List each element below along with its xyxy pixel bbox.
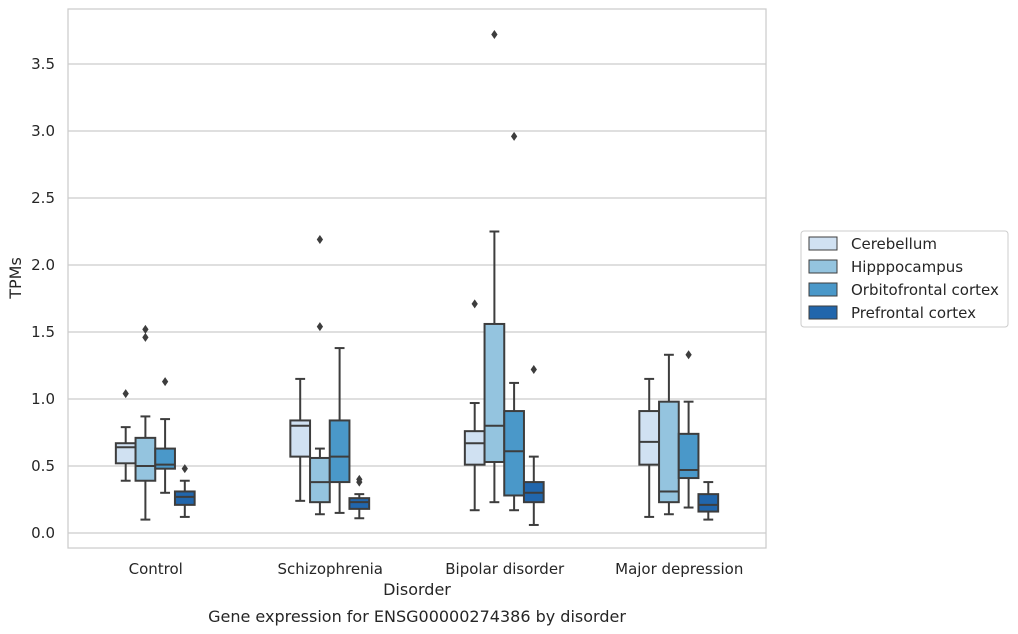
legend: Cerebellum Hipppocampus Orbitofrontal cort… xyxy=(800,230,1009,328)
outlier-point xyxy=(510,131,518,141)
legend-swatch xyxy=(808,259,838,274)
iqr-box xyxy=(463,430,486,466)
box-hipppocampus xyxy=(483,30,506,504)
chart-caption: Gene expression for ENSG00000274386 by d… xyxy=(208,607,626,626)
iqr-box xyxy=(328,419,351,484)
legend-label: Hipppocampus xyxy=(851,258,963,276)
y-axis-label: TPMs xyxy=(6,257,25,300)
outlier-point xyxy=(685,350,692,360)
y-tick-label: 3.5 xyxy=(31,55,55,73)
box-cerebellum xyxy=(289,377,312,502)
box-hipppocampus xyxy=(134,324,157,521)
iqr-box xyxy=(134,436,157,482)
iqr-box xyxy=(348,497,371,510)
box-prefrontal-cortex xyxy=(348,474,371,520)
iqr-box xyxy=(173,490,196,506)
outlier-point xyxy=(142,324,149,334)
x-tick-label: Schizophrenia xyxy=(278,560,383,578)
iqr-box xyxy=(697,493,720,513)
y-tick-label: 2.5 xyxy=(31,189,55,207)
iqr-box xyxy=(638,410,661,466)
box-prefrontal-cortex xyxy=(173,464,196,518)
boxes-layer xyxy=(114,30,720,526)
iqr-box xyxy=(483,322,506,463)
x-tick-label: Major depression xyxy=(615,560,743,578)
box-orbitofrontal-cortex xyxy=(328,347,351,514)
iqr-box xyxy=(503,410,525,497)
iqr-box xyxy=(309,456,331,504)
legend-swatch xyxy=(808,282,838,297)
legend-label: Cerebellum xyxy=(851,235,937,253)
y-tick-label: 0.0 xyxy=(31,524,55,542)
legend-label: Prefrontal cortex xyxy=(851,304,976,322)
outlier-point xyxy=(181,464,188,474)
box-prefrontal-cortex xyxy=(697,481,720,521)
legend-frame xyxy=(800,230,1009,328)
box-prefrontal-cortex xyxy=(522,365,545,526)
box-cerebellum xyxy=(114,389,137,482)
outlier-point xyxy=(316,322,324,332)
outlier-point xyxy=(122,389,129,399)
iqr-box xyxy=(677,432,700,480)
outlier-point xyxy=(142,332,149,342)
x-tick-label: Bipolar disorder xyxy=(445,560,565,578)
outlier-point xyxy=(491,30,498,40)
box-orbitofrontal-cortex xyxy=(677,350,700,509)
y-tick-label: 3.0 xyxy=(31,122,55,140)
legend-swatch xyxy=(808,305,838,320)
legend-items: Cerebellum Hipppocampus Orbitofrontal cort… xyxy=(808,235,999,322)
plot-area-frame xyxy=(67,8,767,549)
outlier-point xyxy=(316,235,324,245)
y-tick-label: 1.5 xyxy=(31,323,55,341)
legend-label: Orbitofrontal cortex xyxy=(851,281,999,299)
iqr-box xyxy=(289,419,312,458)
x-tick-labels: Control Schizophrenia Bipolar disorder Majo… xyxy=(129,560,744,578)
iqr-box xyxy=(658,400,680,504)
outlier-point xyxy=(356,474,363,484)
x-axis-label: Disorder xyxy=(383,580,451,599)
box-hipppocampus xyxy=(309,235,331,516)
y-tick-labels: 0.0 0.5 1.0 1.5 2.0 2.5 3.0 3.5 xyxy=(31,55,55,542)
y-tick-label: 2.0 xyxy=(31,256,55,274)
box-orbitofrontal-cortex xyxy=(154,377,176,494)
x-tick-label: Control xyxy=(129,560,183,578)
y-tick-label: 0.5 xyxy=(31,457,55,475)
outlier-point xyxy=(530,365,537,375)
box-cerebellum xyxy=(638,377,661,518)
iqr-box xyxy=(154,447,176,470)
box-orbitofrontal-cortex xyxy=(503,131,525,512)
iqr-box xyxy=(114,442,137,465)
legend-swatch xyxy=(808,236,838,251)
outlier-point xyxy=(471,299,478,309)
y-tick-label: 1.0 xyxy=(31,390,55,408)
outlier-point xyxy=(161,377,169,387)
